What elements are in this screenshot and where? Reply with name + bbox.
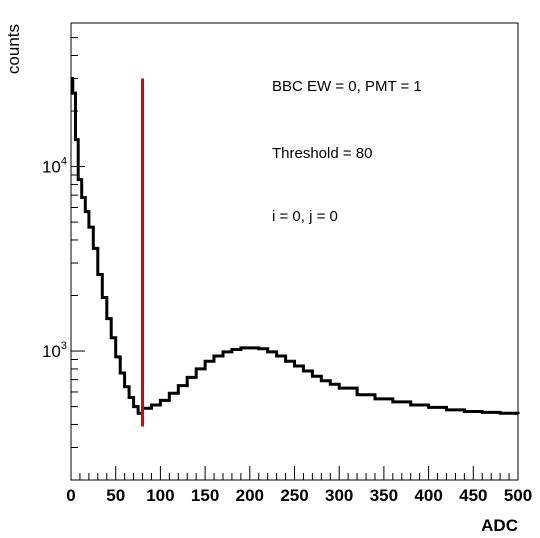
data-point — [445, 409, 448, 411]
data-point — [195, 368, 197, 370]
data-point — [320, 380, 322, 382]
annotation-text: Threshold = 80 — [272, 145, 372, 162]
data-point — [284, 360, 287, 362]
y-tick-label: 103 — [42, 340, 67, 361]
x-tick-label: 350 — [370, 486, 398, 505]
data-point — [463, 410, 465, 413]
x-tick-label: 200 — [236, 486, 264, 505]
y-tick-label: 104 — [42, 156, 67, 177]
data-point — [186, 376, 188, 378]
data-point — [72, 92, 74, 94]
data-point — [74, 139, 77, 141]
data-point — [302, 370, 305, 372]
data-point — [410, 404, 412, 406]
data-point — [499, 412, 501, 414]
x-tick-label: 400 — [414, 486, 442, 505]
data-series-line — [71, 77, 520, 415]
x-tick-label: 500 — [504, 486, 532, 505]
x-tick-label: 450 — [459, 486, 487, 505]
data-point — [204, 360, 206, 362]
data-point — [97, 273, 99, 276]
data-point — [338, 387, 340, 389]
data-point — [128, 396, 130, 399]
data-point — [249, 347, 251, 349]
data-point — [293, 365, 296, 367]
data-point — [392, 401, 394, 403]
data-point — [84, 210, 86, 213]
annotation-text: BBC EW = 0, PMT = 1 — [272, 78, 422, 95]
x-tick-label: 150 — [191, 486, 219, 505]
data-point — [92, 247, 94, 250]
data-point — [267, 351, 269, 353]
x-tick-label: 300 — [325, 486, 353, 505]
data-point — [106, 317, 108, 320]
data-point — [240, 347, 242, 349]
data-point — [231, 348, 233, 351]
data-point — [276, 355, 278, 357]
data-point — [356, 394, 358, 396]
data-point — [329, 383, 331, 385]
data-point — [101, 296, 103, 299]
data-point — [481, 411, 483, 413]
data-point — [311, 375, 313, 377]
data-point — [88, 226, 90, 228]
data-point — [137, 412, 139, 414]
data-point — [132, 405, 135, 408]
data-point — [159, 399, 161, 402]
data-point — [213, 355, 215, 357]
x-tick-label: 100 — [146, 486, 174, 505]
data-point — [110, 337, 112, 339]
data-point — [115, 356, 117, 358]
data-point — [428, 406, 430, 408]
x-axis-title: ADC — [481, 516, 518, 535]
y-axis-title: counts — [4, 24, 23, 74]
annotation-text: i = 0, j = 0 — [272, 208, 338, 225]
x-tick-label: 0 — [66, 486, 75, 505]
data-point — [81, 196, 83, 199]
data-point — [124, 386, 126, 388]
x-tick-label: 250 — [280, 486, 308, 505]
data-point — [119, 372, 121, 374]
data-point — [258, 348, 260, 350]
data-point — [70, 77, 72, 80]
data-point — [374, 398, 376, 400]
data-point — [517, 413, 519, 415]
data-point — [222, 351, 224, 353]
x-tick-label: 50 — [106, 486, 125, 505]
data-point — [177, 384, 179, 387]
data-point — [168, 392, 170, 394]
data-point — [150, 404, 153, 406]
data-point — [77, 178, 79, 181]
